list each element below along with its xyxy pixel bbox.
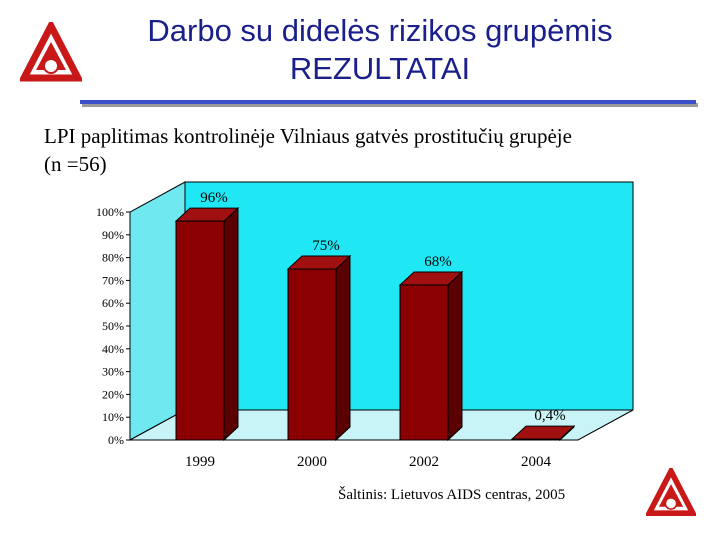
bar	[175, 220, 225, 441]
x-tick-label: 1999	[185, 454, 215, 470]
chart-subtitle: LPI paplitimas kontrolinėje Vilniaus gat…	[44, 122, 714, 178]
data-label: 96%	[200, 190, 228, 206]
y-tick-label: 100%	[96, 205, 124, 219]
data-label: 75%	[312, 238, 340, 254]
y-tick-label: 30%	[102, 365, 124, 379]
x-tick-label: 2002	[409, 454, 439, 470]
logo-top-left-icon	[20, 22, 82, 82]
bar-side	[223, 206, 239, 442]
title-rule-shadow	[82, 103, 698, 107]
logo-bottom-right-icon	[646, 468, 696, 516]
data-label: 0,4%	[534, 408, 565, 424]
slide-title-line2: REZULTATAI	[289, 51, 471, 86]
x-tick-label: 2000	[297, 454, 327, 470]
bar	[287, 268, 337, 441]
y-tick-label: 70%	[102, 273, 124, 287]
slide-title: Darbo su didelės rizikos grupėmis REZULT…	[70, 12, 690, 88]
y-tick-label: 10%	[102, 410, 124, 424]
y-tick-label: 40%	[102, 342, 124, 356]
bar	[399, 284, 449, 441]
bar	[511, 438, 561, 441]
data-label: 68%	[424, 254, 452, 270]
subtitle-line2: (n =56)	[44, 152, 107, 176]
bar-side	[447, 270, 463, 442]
source-note: Šaltinis: Lietuvos AIDS centras, 2005	[338, 487, 566, 503]
slide-title-line1: Darbo su didelės rizikos grupėmis	[147, 13, 613, 48]
title-rule	[80, 100, 696, 104]
y-tick-label: 90%	[102, 228, 124, 242]
y-tick-label: 0%	[108, 433, 124, 447]
bar-side	[335, 254, 351, 442]
y-tick-label: 20%	[102, 387, 124, 401]
subtitle-line1: LPI paplitimas kontrolinėje Vilniaus gat…	[44, 124, 572, 148]
y-tick-label: 80%	[102, 251, 124, 265]
y-tick-label: 50%	[102, 319, 124, 333]
x-tick-label: 2004	[521, 454, 552, 470]
y-tick-label: 60%	[102, 296, 124, 310]
